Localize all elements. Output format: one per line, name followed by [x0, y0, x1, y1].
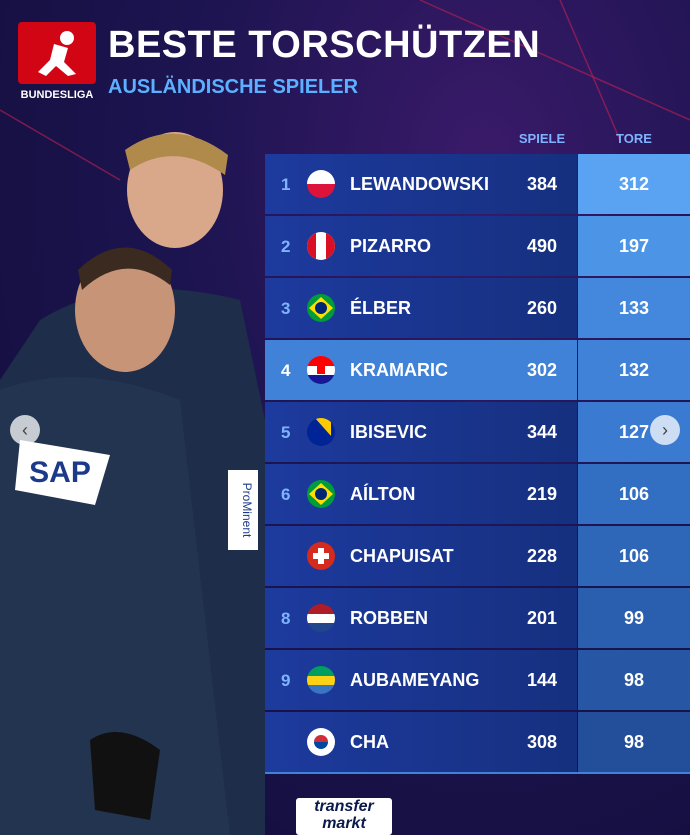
goals: 197 [618, 236, 650, 256]
goals: 99 [623, 608, 645, 628]
games: 260 [526, 298, 558, 318]
games: 384 [526, 174, 558, 194]
flag [307, 542, 335, 570]
player-name: ROBBEN [350, 608, 429, 628]
rank: 1 [281, 175, 291, 194]
rank: 8 [281, 609, 291, 628]
goals: 312 [618, 174, 650, 194]
player-name: AUBAMEYANG [350, 670, 480, 690]
logo-text: BUNDESLIGA [20, 89, 94, 101]
flag [307, 666, 335, 694]
table-row: 1 LEWANDOWSKI 384 312 [265, 154, 690, 214]
player-name: AÍLTON [350, 484, 416, 504]
title: BESTE TORSCHÜTZEN [108, 24, 541, 66]
next-button[interactable]: › [650, 415, 680, 445]
games: 302 [526, 360, 558, 380]
subtitle: AUSLÄNDISCHE SPIELER [108, 76, 359, 98]
rank: 2 [281, 237, 291, 256]
flag [307, 604, 335, 632]
player-name: LEWANDOWSKI [350, 174, 489, 194]
logo-line: markt [322, 815, 366, 832]
goals: 106 [618, 484, 650, 504]
table-underline [265, 772, 690, 774]
goals: 98 [623, 732, 645, 752]
bundesliga-logo [18, 22, 96, 84]
flag [307, 232, 335, 260]
player-name: CHAPUISAT [350, 546, 454, 566]
games: 219 [526, 484, 558, 504]
transfermarkt-logo: transfer markt [296, 798, 392, 835]
rank: 4 [281, 361, 291, 380]
table-row: 2 PIZARRO 490 197 [265, 216, 690, 276]
flag [307, 480, 335, 508]
rank: 9 [281, 671, 291, 690]
prev-button[interactable]: ‹ [10, 415, 40, 445]
table-row: 8 ROBBEN 201 99 [265, 588, 690, 648]
table-row: 5 IBISEVIC 344 127 [265, 402, 690, 462]
table-row: 3 ÉLBER 260 133 [265, 278, 690, 338]
flag [307, 294, 335, 322]
table-row: CHAPUISAT 228 106 [265, 526, 690, 586]
goals: 133 [618, 298, 650, 318]
games: 344 [526, 422, 558, 442]
flag [307, 356, 335, 384]
player-name: PIZARRO [350, 236, 431, 256]
games: 308 [526, 732, 558, 752]
games: 201 [526, 608, 558, 628]
flag [307, 728, 335, 756]
games: 144 [526, 670, 558, 690]
rank: 6 [281, 485, 291, 504]
player-name: CHA [350, 732, 389, 752]
goals: 98 [623, 670, 645, 690]
column-header: SPIELE [518, 131, 566, 146]
player-photo: SAP ProMinent [0, 132, 265, 835]
player-name: ÉLBER [350, 298, 412, 318]
table-row: 4 KRAMARIC 302 132 [265, 340, 690, 400]
jersey-text: SAP [29, 456, 91, 489]
table-row: 9 AUBAMEYANG 144 98 [265, 650, 690, 710]
rank: 3 [281, 299, 291, 318]
logo-line: transfer [314, 798, 374, 815]
player-name: KRAMARIC [350, 360, 448, 380]
goals: 106 [618, 546, 650, 566]
games: 490 [526, 236, 558, 256]
goals: 127 [618, 422, 650, 442]
jersey-text: ProMinent [240, 483, 254, 538]
flag [307, 418, 335, 446]
games: 228 [526, 546, 558, 566]
column-header: TORE [616, 131, 652, 146]
flag [307, 170, 335, 198]
rank: 5 [281, 423, 291, 442]
player-name: IBISEVIC [350, 422, 428, 442]
table-row: 6 AÍLTON 219 106 [265, 464, 690, 524]
goals: 132 [618, 360, 650, 380]
table-row: CHA 308 98 [265, 712, 690, 772]
